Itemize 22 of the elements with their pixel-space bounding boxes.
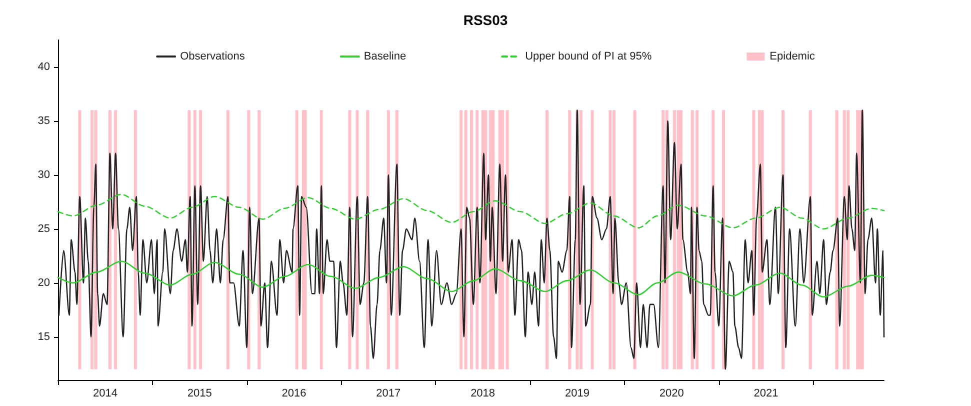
x-tick-label: 2014 xyxy=(92,388,118,400)
y-tick-label: 25 xyxy=(38,222,50,235)
y-tick-label: 15 xyxy=(38,330,50,343)
y-tick-label: 20 xyxy=(38,276,50,289)
line-series xyxy=(57,194,885,230)
line-series xyxy=(58,110,885,370)
legend-label: Epidemic xyxy=(770,50,816,62)
y-tick-label: 30 xyxy=(38,168,50,181)
x-tick-label: 2015 xyxy=(187,388,212,400)
x-tick-label: 2018 xyxy=(470,388,496,400)
legend-label: Observations xyxy=(180,50,246,62)
x-tick-label: 2017 xyxy=(376,388,401,400)
line-series xyxy=(57,260,885,298)
y-tick-label: 35 xyxy=(38,114,50,127)
x-tick-label: 2020 xyxy=(659,388,684,400)
y-tick-label: 40 xyxy=(38,60,50,73)
legend-label: Upper bound of PI at 95% xyxy=(525,50,652,62)
x-tick-label: 2021 xyxy=(754,388,778,400)
x-tick-label: 2019 xyxy=(564,388,590,400)
chart-title: RSS03 xyxy=(463,12,508,28)
x-tick-label: 2016 xyxy=(282,388,306,400)
legend-label: Baseline xyxy=(364,50,406,62)
